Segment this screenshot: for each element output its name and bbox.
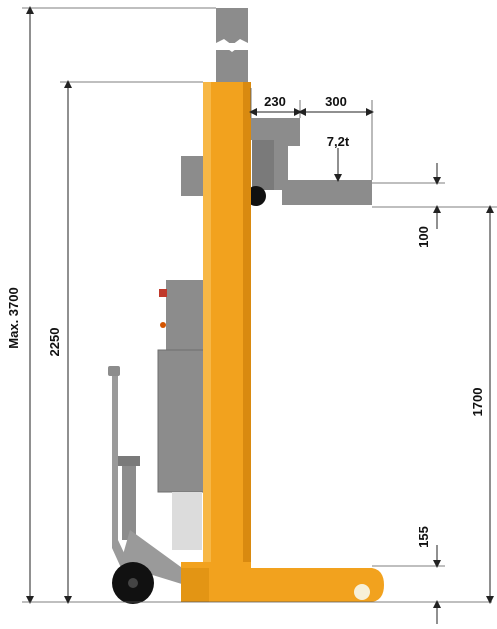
dimension-lines: [22, 6, 497, 624]
fork-offset-label: 230: [264, 94, 286, 109]
base-height-label: 155: [416, 526, 431, 548]
forklift-drawing: [108, 8, 384, 604]
fork-thickness-label: 100: [416, 226, 431, 248]
hydraulic-unit: [157, 349, 205, 493]
mast-height-label: 2250: [47, 328, 62, 357]
control-box: [159, 280, 204, 352]
steering-handle: [108, 366, 185, 585]
indicator-light-icon: [160, 322, 166, 328]
counterweight-block: [181, 156, 205, 196]
max-height-label: Max. 3700: [6, 287, 21, 348]
telescopic-mast-extension: [216, 8, 248, 82]
load-center-label: 300: [325, 94, 347, 109]
orange-mast: [203, 82, 251, 572]
fork-carriage: [246, 118, 372, 206]
control-button-icon: [159, 289, 167, 297]
orange-base-leg: [181, 562, 384, 602]
load-wheel: [354, 584, 370, 600]
dimension-labels: Max. 3700 2250 230 300 7,2t 100 1700 155: [6, 94, 485, 548]
hydraulic-tank: [172, 492, 202, 550]
lift-height-label: 1700: [470, 388, 485, 417]
steer-wheel: [112, 562, 154, 604]
capacity-label: 7,2t: [327, 134, 350, 149]
